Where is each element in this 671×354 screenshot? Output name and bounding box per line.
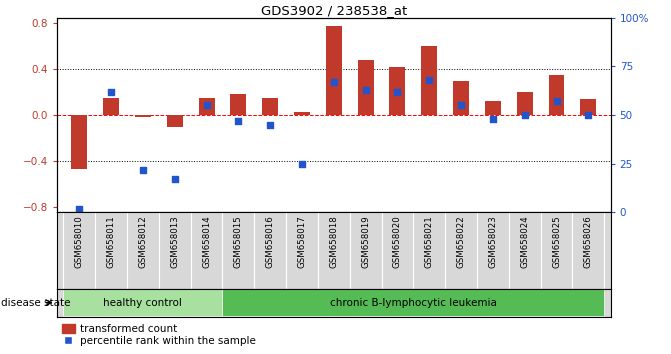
Point — [456, 103, 466, 108]
Point — [169, 177, 180, 182]
Point — [265, 122, 276, 128]
Title: GDS3902 / 238538_at: GDS3902 / 238538_at — [261, 4, 407, 17]
Bar — [326, 26, 342, 115]
Bar — [167, 115, 183, 126]
Legend: transformed count, percentile rank within the sample: transformed count, percentile rank withi… — [62, 324, 256, 347]
Bar — [63, 289, 223, 316]
Bar — [517, 92, 533, 115]
Bar — [485, 101, 501, 115]
Bar — [453, 81, 469, 115]
Point — [551, 99, 562, 104]
Point — [424, 77, 435, 83]
Bar — [71, 115, 87, 169]
Text: GSM658022: GSM658022 — [456, 216, 466, 268]
Bar — [230, 95, 246, 115]
Point — [106, 89, 117, 95]
Bar — [199, 98, 215, 115]
Text: GSM658019: GSM658019 — [361, 216, 370, 268]
Text: GSM658024: GSM658024 — [520, 216, 529, 268]
Point — [201, 103, 212, 108]
Point — [138, 167, 148, 172]
Text: GSM658018: GSM658018 — [329, 216, 338, 268]
Text: GSM658021: GSM658021 — [425, 216, 433, 268]
Text: GSM658014: GSM658014 — [202, 216, 211, 268]
Point — [360, 87, 371, 93]
Text: GSM658011: GSM658011 — [107, 216, 115, 268]
Bar — [262, 98, 278, 115]
Text: GSM658016: GSM658016 — [266, 216, 274, 268]
Point — [297, 161, 307, 167]
Point — [519, 112, 530, 118]
Bar — [358, 60, 374, 115]
Text: GSM658023: GSM658023 — [488, 216, 497, 268]
Bar — [389, 67, 405, 115]
Point — [392, 89, 403, 95]
Text: GSM658012: GSM658012 — [138, 216, 148, 268]
Text: GSM658026: GSM658026 — [584, 216, 593, 268]
Point — [233, 118, 244, 124]
Text: disease state: disease state — [1, 298, 70, 308]
Bar — [549, 75, 564, 115]
Point — [583, 112, 594, 118]
Point — [74, 206, 85, 211]
Text: GSM658015: GSM658015 — [234, 216, 243, 268]
Bar — [421, 46, 437, 115]
Bar — [103, 98, 119, 115]
Point — [329, 79, 340, 85]
Text: GSM658025: GSM658025 — [552, 216, 561, 268]
Bar — [294, 112, 310, 115]
Bar — [580, 99, 597, 115]
Text: GSM658020: GSM658020 — [393, 216, 402, 268]
Bar — [223, 289, 605, 316]
Text: GSM658010: GSM658010 — [74, 216, 84, 268]
Text: GSM658013: GSM658013 — [170, 216, 179, 268]
Bar — [135, 115, 151, 117]
Text: GSM658017: GSM658017 — [297, 216, 307, 268]
Point — [488, 116, 499, 122]
Text: healthy control: healthy control — [103, 298, 183, 308]
Text: chronic B-lymphocytic leukemia: chronic B-lymphocytic leukemia — [330, 298, 497, 308]
